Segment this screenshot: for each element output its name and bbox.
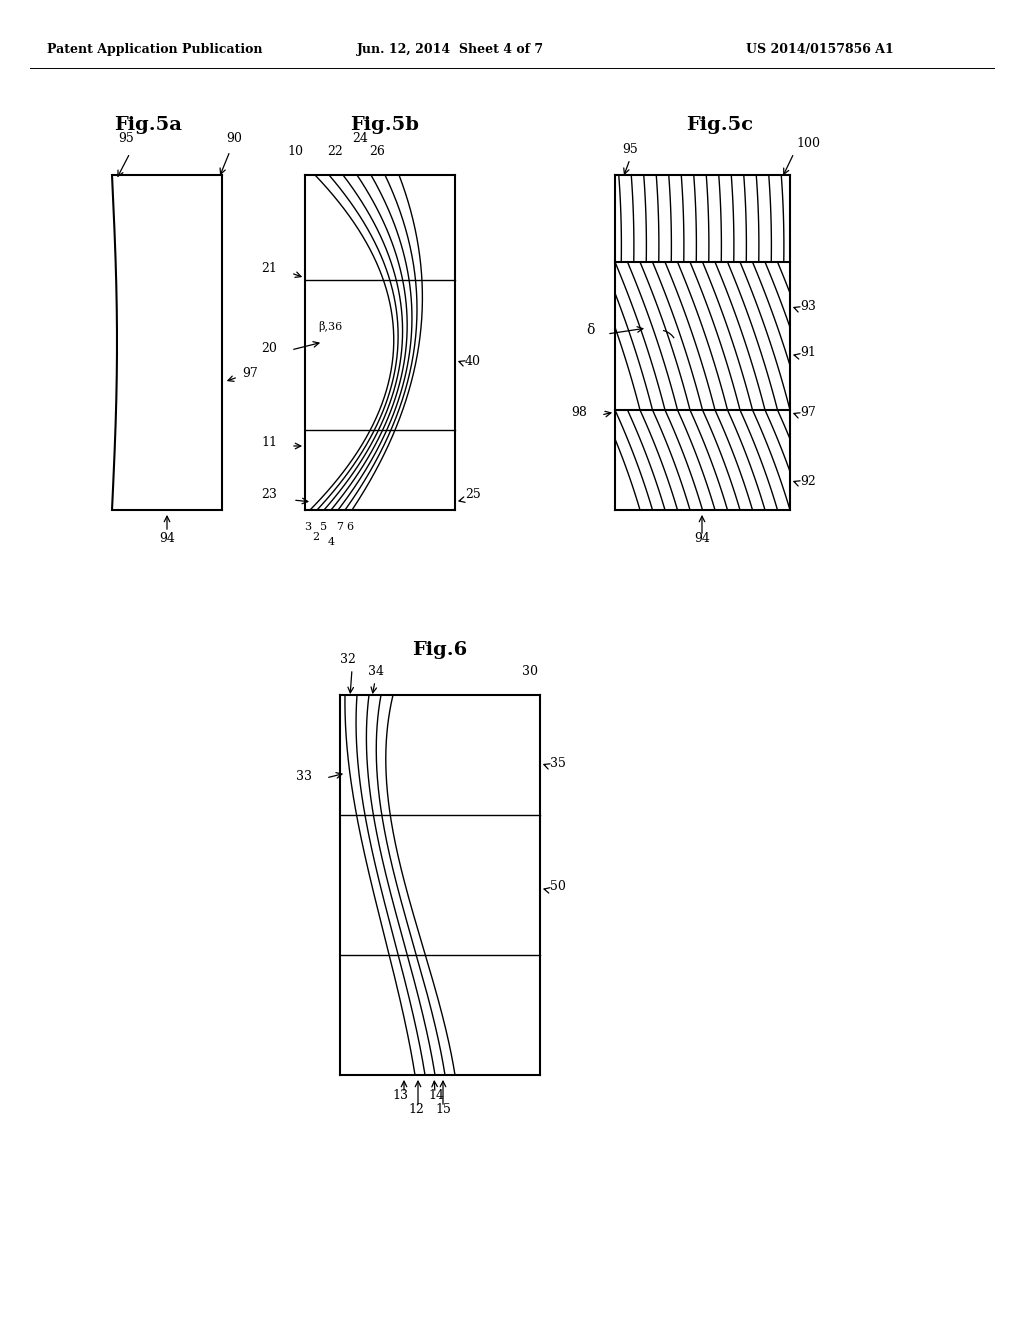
Text: 24: 24 bbox=[352, 132, 368, 145]
Text: 25: 25 bbox=[465, 488, 480, 502]
Text: 98: 98 bbox=[571, 407, 587, 418]
Text: Fig.5c: Fig.5c bbox=[686, 116, 754, 135]
Text: 11: 11 bbox=[261, 436, 278, 449]
Text: 95: 95 bbox=[623, 143, 638, 156]
Text: 15: 15 bbox=[435, 1104, 451, 1115]
Text: δ: δ bbox=[587, 323, 595, 337]
Text: 4: 4 bbox=[328, 537, 335, 546]
Text: 14: 14 bbox=[428, 1089, 444, 1102]
Text: 21: 21 bbox=[261, 261, 278, 275]
Text: 7: 7 bbox=[337, 521, 343, 532]
Text: 100: 100 bbox=[796, 137, 820, 150]
Text: 40: 40 bbox=[465, 355, 481, 368]
Text: 34: 34 bbox=[368, 665, 384, 678]
Text: 20: 20 bbox=[261, 342, 278, 355]
Text: 94: 94 bbox=[694, 532, 710, 545]
Text: 12: 12 bbox=[408, 1104, 424, 1115]
Text: 26: 26 bbox=[369, 145, 385, 158]
Text: 3: 3 bbox=[304, 521, 311, 532]
Text: Fig.6: Fig.6 bbox=[413, 642, 468, 659]
Text: 32: 32 bbox=[340, 653, 356, 667]
Text: 30: 30 bbox=[522, 665, 538, 678]
Text: 90: 90 bbox=[226, 132, 242, 145]
Text: 94: 94 bbox=[159, 532, 175, 545]
Text: Jun. 12, 2014  Sheet 4 of 7: Jun. 12, 2014 Sheet 4 of 7 bbox=[356, 44, 544, 57]
Text: US 2014/0157856 A1: US 2014/0157856 A1 bbox=[746, 44, 894, 57]
Text: 13: 13 bbox=[392, 1089, 408, 1102]
Text: Fig.5b: Fig.5b bbox=[350, 116, 420, 135]
Text: 6: 6 bbox=[346, 521, 353, 532]
Text: 50: 50 bbox=[550, 880, 566, 894]
Text: 95: 95 bbox=[118, 132, 134, 145]
Text: 5: 5 bbox=[321, 521, 328, 532]
Text: 33: 33 bbox=[296, 770, 312, 783]
Text: 35: 35 bbox=[550, 756, 566, 770]
Text: 97: 97 bbox=[800, 407, 816, 418]
Text: 91: 91 bbox=[800, 346, 816, 359]
Text: 92: 92 bbox=[800, 475, 816, 488]
Text: 10: 10 bbox=[287, 145, 303, 158]
Text: 93: 93 bbox=[800, 300, 816, 313]
Text: 23: 23 bbox=[261, 488, 278, 502]
Text: β,36: β,36 bbox=[318, 321, 342, 333]
Text: Patent Application Publication: Patent Application Publication bbox=[47, 44, 263, 57]
Text: Fig.5a: Fig.5a bbox=[114, 116, 182, 135]
Text: 2: 2 bbox=[312, 532, 319, 543]
Text: 97: 97 bbox=[242, 367, 258, 380]
Text: 22: 22 bbox=[327, 145, 343, 158]
